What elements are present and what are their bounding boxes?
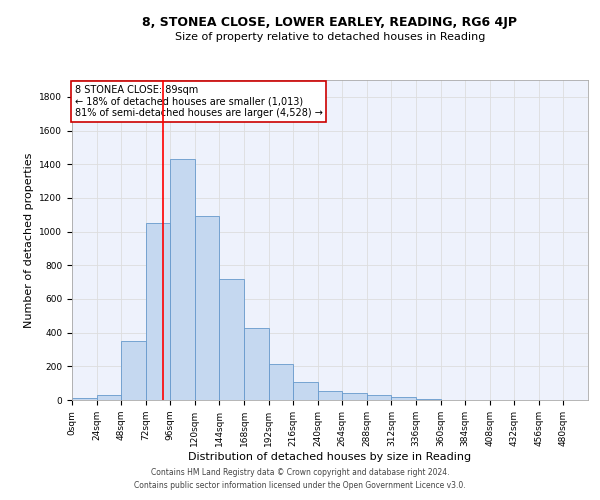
Bar bbox=[170, 159, 195, 400]
Bar bbox=[97, 395, 121, 400]
Text: Contains HM Land Registry data © Crown copyright and database right 2024.: Contains HM Land Registry data © Crown c… bbox=[151, 468, 449, 477]
Bar bbox=[146, 223, 170, 400]
Bar bbox=[293, 382, 318, 400]
Text: Contains public sector information licensed under the Open Government Licence v3: Contains public sector information licen… bbox=[134, 480, 466, 490]
Bar bbox=[342, 394, 367, 400]
Bar bbox=[72, 398, 97, 400]
Bar bbox=[121, 341, 146, 400]
Bar bbox=[269, 364, 293, 400]
Text: Size of property relative to detached houses in Reading: Size of property relative to detached ho… bbox=[175, 32, 485, 42]
Bar bbox=[416, 399, 440, 400]
Bar bbox=[244, 328, 269, 400]
Bar bbox=[391, 396, 416, 400]
Bar bbox=[220, 278, 244, 400]
Y-axis label: Number of detached properties: Number of detached properties bbox=[24, 152, 34, 328]
Bar bbox=[367, 396, 391, 400]
X-axis label: Distribution of detached houses by size in Reading: Distribution of detached houses by size … bbox=[188, 452, 472, 462]
Text: 8, STONEA CLOSE, LOWER EARLEY, READING, RG6 4JP: 8, STONEA CLOSE, LOWER EARLEY, READING, … bbox=[143, 16, 517, 29]
Bar bbox=[195, 216, 220, 400]
Text: 8 STONEA CLOSE: 89sqm
← 18% of detached houses are smaller (1,013)
81% of semi-d: 8 STONEA CLOSE: 89sqm ← 18% of detached … bbox=[74, 85, 322, 118]
Bar bbox=[318, 390, 342, 400]
